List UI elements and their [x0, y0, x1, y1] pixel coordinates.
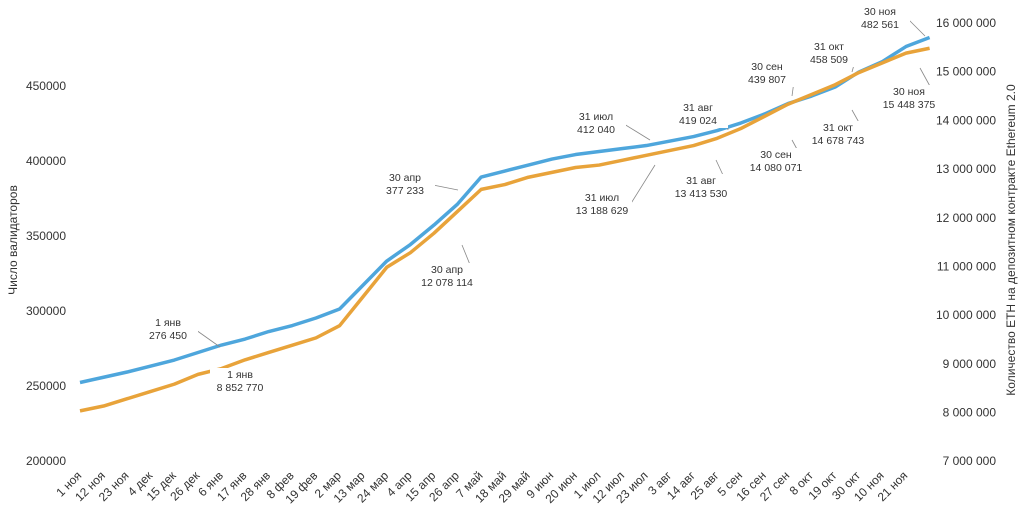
annotation: 439 807 — [748, 74, 786, 86]
annotation: 31 авг — [686, 175, 716, 187]
y2-tick-label: 16 000 000 — [936, 16, 996, 30]
annotation: 30 сен — [751, 61, 783, 73]
annotation: 377 233 — [386, 185, 424, 197]
annotation: 482 561 — [861, 19, 899, 31]
annotation: 458 509 — [810, 54, 848, 66]
label-bg — [210, 368, 270, 395]
annotation: 419 024 — [679, 115, 717, 127]
annotation: 15 448 375 — [883, 99, 936, 111]
label-bg — [746, 148, 806, 175]
y-tick-label: 200000 — [26, 454, 66, 468]
leader-line — [195, 329, 221, 348]
leader-line — [623, 123, 651, 141]
y-tick-label: 300000 — [26, 304, 66, 318]
y2-tick-label: 9 000 000 — [943, 357, 997, 371]
leader-line — [629, 164, 656, 206]
label-bg — [879, 85, 939, 112]
label-bg — [799, 40, 859, 67]
annotation: 31 авг — [683, 102, 713, 114]
label-bg — [737, 60, 797, 87]
annotation: 30 апр — [389, 172, 421, 184]
leader-line — [907, 18, 926, 37]
label-bg — [375, 171, 435, 198]
annotation: 14 080 071 — [750, 162, 803, 174]
y-tick-label: 250000 — [26, 379, 66, 393]
annotation: 30 апр — [431, 264, 463, 276]
annotation: 13 413 530 — [675, 188, 728, 200]
leader-line — [432, 184, 459, 191]
annotation: 30 ноя — [864, 6, 896, 18]
annotation: 1 янв — [227, 369, 253, 381]
label-bg — [572, 191, 632, 218]
annotation: 31 июл — [585, 192, 619, 204]
annotation: 31 окт — [814, 41, 844, 53]
y2-axis-label: Количество ETH на депозитном контракте E… — [1004, 84, 1018, 396]
series-line — [79, 46, 930, 413]
y2-tick-label: 12 000 000 — [936, 211, 996, 225]
y2-tick-label: 10 000 000 — [936, 308, 996, 322]
annotation: 1 янв — [155, 317, 181, 329]
y-tick-label: 400000 — [26, 154, 66, 168]
annotation: 31 июл — [579, 111, 613, 123]
y2-tick-label: 13 000 000 — [936, 162, 996, 176]
annotation: 12 078 114 — [421, 277, 473, 289]
label-bg — [850, 5, 910, 32]
label-bg — [566, 110, 626, 137]
y2-tick-label: 15 000 000 — [936, 65, 996, 79]
annotation: 13 188 629 — [576, 205, 629, 217]
y-axis-label: Число валидаторов — [6, 185, 20, 295]
annotation: 14 678 743 — [812, 135, 865, 147]
y-tick-label: 350000 — [26, 229, 66, 243]
y2-tick-label: 14 000 000 — [936, 113, 996, 127]
y2-tick-label: 11 000 000 — [937, 259, 996, 273]
annotation: 31 окт — [823, 122, 853, 134]
y-tick-label: 450000 — [26, 79, 66, 93]
y2-tick-label: 8 000 000 — [943, 405, 997, 419]
annotation: 412 040 — [577, 124, 615, 136]
label-bg — [808, 121, 868, 148]
annotation: 30 сен — [760, 149, 792, 161]
label-bg — [138, 316, 198, 343]
label-bg — [668, 101, 728, 128]
annotation: 30 ноя — [893, 86, 925, 98]
label-bg — [417, 263, 477, 290]
annotation: 276 450 — [149, 330, 187, 342]
annotation: 8 852 770 — [217, 382, 264, 394]
label-bg — [671, 174, 731, 201]
y2-tick-label: 7 000 000 — [943, 454, 997, 468]
series-line — [79, 35, 931, 385]
